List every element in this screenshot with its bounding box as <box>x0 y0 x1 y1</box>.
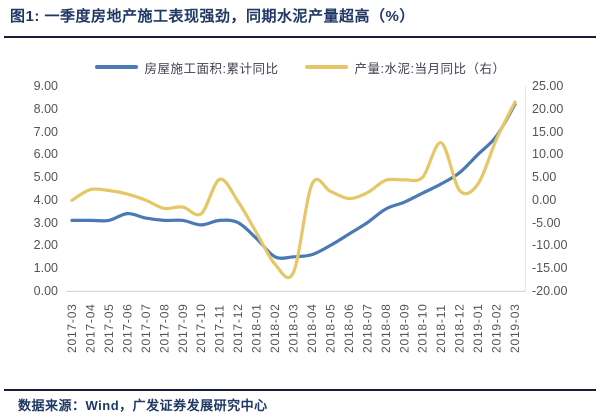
legend-label: 房屋施工面积:累计同比 <box>144 61 279 76</box>
x-axis-tick-label: 2018-08 <box>378 303 393 353</box>
x-axis-tick-label: 2019-03 <box>508 303 522 353</box>
y-axis-right-tick: 20.00 <box>532 101 564 116</box>
x-axis-tick-label: 2017-09 <box>175 303 190 353</box>
x-axis-tick-label: 2018-02 <box>268 303 282 353</box>
x-axis-tick-label: 2017-10 <box>194 303 209 353</box>
y-axis-right-tick: -10.00 <box>532 238 568 253</box>
x-axis-tick-label: 2018-10 <box>415 303 430 353</box>
y-axis-right-tick: -15.00 <box>532 261 568 276</box>
y-axis-left-tick: 6.00 <box>33 147 58 162</box>
y-axis-right-tick: -20.00 <box>532 283 568 298</box>
y-axis-right-tick: 25.00 <box>532 79 564 93</box>
y-axis-right-tick: -5.00 <box>532 215 561 230</box>
x-axis-tick-label: 2017-08 <box>157 303 172 353</box>
y-axis-left-tick: 4.00 <box>33 192 58 207</box>
series-line-1 <box>70 100 517 280</box>
x-axis-tick-label: 2019-01 <box>471 303 486 353</box>
series-line-0 <box>70 102 517 260</box>
x-axis-tick-label: 2018-12 <box>452 303 467 353</box>
legend-item-0: 房屋施工面积:累计同比 <box>94 58 279 77</box>
y-axis-left: 9.00 8.00 7.00 6.00 5.00 4.00 3.00 2.00 1.00 0.00 <box>0 79 58 298</box>
y-axis-left-tick: 7.00 <box>33 124 58 139</box>
y-axis-left-tick: 1.00 <box>33 261 58 276</box>
legend-line-swatch <box>94 65 138 69</box>
x-axis-tick-label: 2018-05 <box>323 303 338 353</box>
series-lines <box>70 100 517 280</box>
y-axis-right-tick: 15.00 <box>532 124 564 139</box>
x-axis-tick-label: 2018-03 <box>286 303 301 353</box>
x-axis-tick-label: 2017-12 <box>231 303 246 353</box>
y-axis-left-tick: 9.00 <box>33 79 58 93</box>
y-axis-right-tick: 5.00 <box>532 170 557 185</box>
source-note: 数据来源：Wind，广发证券发展研究中心 <box>18 398 268 413</box>
y-axis-left-tick: 5.00 <box>33 170 58 185</box>
y-axis-left-tick: 0.00 <box>33 283 58 298</box>
x-axis-tick-label: 2018-01 <box>249 303 264 353</box>
x-axis-tick-label: 2018-09 <box>397 303 412 353</box>
x-axis-tick-label: 2017-06 <box>120 303 135 353</box>
x-axis-tick-label: 2017-04 <box>83 303 98 353</box>
title-divider <box>4 36 596 38</box>
x-axis-tick-label: 2018-06 <box>341 303 356 353</box>
figure-title: 图1: 一季度房地产施工表现强劲，同期水泥产量超高（%） <box>10 8 415 25</box>
bottom-divider <box>4 389 596 391</box>
x-axis-tick-label: 2017-03 <box>65 303 79 353</box>
y-axis-right-tick: 10.00 <box>532 147 564 162</box>
y-axis-left-tick: 2.00 <box>33 238 58 253</box>
x-axis-tick-label: 2018-07 <box>360 303 375 353</box>
x-axis-tick-label: 2017-05 <box>101 303 116 353</box>
plot-svg <box>66 86 526 293</box>
x-axis-tick-label: 2018-04 <box>305 303 319 353</box>
y-axis-left-tick: 8.00 <box>33 101 58 116</box>
y-axis-right: 25.00 20.00 15.00 10.00 5.00 0.00 -5.00 -10.00 -… <box>532 79 592 298</box>
chart-legend: 房屋施工面积:累计同比 产量:水泥:当月同比（右） <box>0 58 600 77</box>
legend-label: 产量:水泥:当月同比（右） <box>354 61 506 76</box>
legend-line-swatch <box>304 65 348 69</box>
y-axis-left-tick: 3.00 <box>33 215 58 230</box>
x-axis-tick-label: 2017-11 <box>212 304 227 353</box>
x-axis-tick-label: 2018-11 <box>434 304 449 353</box>
x-axis-tick-label: 2019-02 <box>489 303 504 353</box>
legend-item-1: 产量:水泥:当月同比（右） <box>304 58 506 77</box>
y-axis-right-tick: 0.00 <box>532 192 557 207</box>
x-axis-tick-label: 2017-07 <box>138 303 153 353</box>
